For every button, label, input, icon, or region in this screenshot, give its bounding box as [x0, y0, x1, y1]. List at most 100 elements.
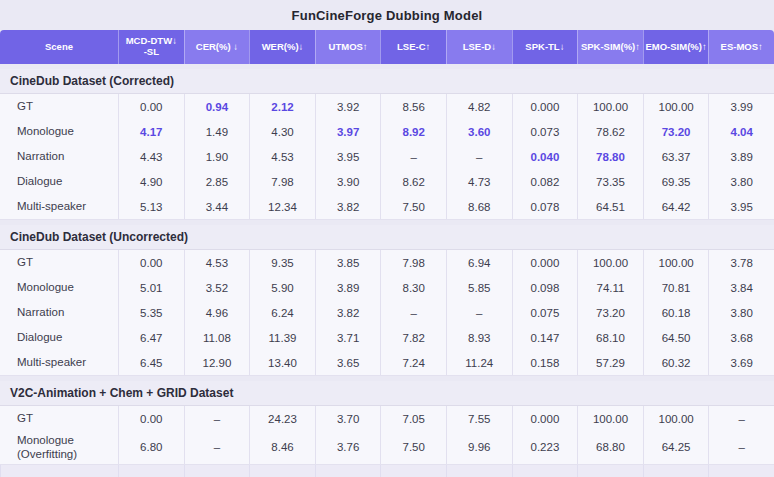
metric-cell-spk-sim: 74.11 — [577, 275, 643, 300]
metric-cell-mcd-dtw-sl: 0.00 — [118, 406, 184, 431]
metric-cell-mcd-dtw-sl: 4.43 — [118, 144, 184, 169]
metric-cell-spk-tl: 0.147 — [512, 325, 578, 350]
metric-cell-es-mos: 3.69 — [708, 350, 774, 375]
metric-cell-spk-tl: 0.082 — [512, 169, 578, 194]
metric-cell-es-mos: 3.68 — [708, 325, 774, 350]
table-row: Narration4.431.904.533.95––0.04078.8063.… — [0, 144, 774, 169]
metric-cell-lse-d: 5.85 — [446, 275, 512, 300]
metric-cell-spk-tl: 0.223 — [512, 431, 578, 464]
metric-cell-cer: 2.85 — [184, 169, 250, 194]
metric-cell-es-mos: – — [708, 406, 774, 431]
section-rows: GT0.000.942.123.928.564.820.000100.00100… — [0, 94, 774, 220]
metric-cell-spk-sim: 57.29 — [577, 350, 643, 375]
metric-cell-lse-c: 7.98 — [380, 250, 446, 275]
metric-cell-emo-sim: 69.35 — [643, 169, 709, 194]
metric-cell-spk-tl: 0.040 — [512, 144, 578, 169]
metric-cell-spk-tl: 0.000 — [512, 406, 578, 431]
metric-cell-cer: 1.90 — [184, 144, 250, 169]
metric-cell-utmos: 3.70 — [315, 406, 381, 431]
metric-cell-es-mos: 3.80 — [708, 169, 774, 194]
page-title: FunCineForge Dubbing Model — [0, 0, 774, 30]
column-header-wer: WER(%)↓ — [249, 30, 315, 64]
metric-cell-es-mos: 3.99 — [708, 94, 774, 119]
scene-cell: Multi-speaker — [0, 194, 118, 219]
metric-cell-utmos: 3.97 — [315, 119, 381, 144]
metric-cell-utmos: 3.82 — [315, 194, 381, 219]
column-header-lse-c: LSE-C↑ — [380, 30, 446, 64]
scene-cell: GT — [0, 406, 118, 431]
section-title: CineDub Dataset (Corrected) — [0, 69, 774, 94]
metric-cell-spk-sim: 64.51 — [577, 194, 643, 219]
metric-cell-spk-sim: 100.00 — [577, 406, 643, 431]
table-row: GT0.00–24.233.707.057.550.000100.00100.0… — [0, 406, 774, 431]
column-header-emo-sim: EMO-SIM(%)↑ — [643, 30, 709, 64]
metric-cell-wer: 2.12 — [249, 94, 315, 119]
scene-cell: Monologue — [0, 275, 118, 300]
filler-cell — [249, 465, 315, 477]
table-header-row: SceneMCD-DTW↓ -SLCER(%) ↓WER(%)↓UTMOS↑LS… — [0, 30, 774, 64]
metric-cell-lse-d: – — [446, 300, 512, 325]
metric-cell-spk-sim: 100.00 — [577, 94, 643, 119]
metric-cell-cer: – — [184, 431, 250, 464]
metric-cell-cer: 3.52 — [184, 275, 250, 300]
metric-cell-spk-tl: 0.073 — [512, 119, 578, 144]
filler-cell — [0, 465, 118, 477]
metric-cell-es-mos: 3.95 — [708, 194, 774, 219]
metric-cell-lse-d: 8.93 — [446, 325, 512, 350]
filler-cell — [512, 465, 578, 477]
metric-cell-cer: 4.53 — [184, 250, 250, 275]
metric-cell-mcd-dtw-sl: 0.00 — [118, 94, 184, 119]
metric-cell-lse-d: 7.55 — [446, 406, 512, 431]
metric-cell-lse-d: 8.68 — [446, 194, 512, 219]
scene-cell: GT — [0, 250, 118, 275]
metric-cell-es-mos: 3.78 — [708, 250, 774, 275]
metric-cell-mcd-dtw-sl: 0.00 — [118, 250, 184, 275]
metric-cell-utmos: 3.65 — [315, 350, 381, 375]
metric-cell-lse-c: 8.56 — [380, 94, 446, 119]
metric-cell-spk-sim: 73.20 — [577, 300, 643, 325]
metric-cell-cer: 12.90 — [184, 350, 250, 375]
metric-cell-wer: 6.24 — [249, 300, 315, 325]
metric-cell-lse-c: 8.92 — [380, 119, 446, 144]
metric-cell-mcd-dtw-sl: 5.35 — [118, 300, 184, 325]
metric-cell-wer: 8.46 — [249, 431, 315, 464]
metric-cell-utmos: 3.95 — [315, 144, 381, 169]
metric-cell-emo-sim: 100.00 — [643, 250, 709, 275]
metric-cell-emo-sim: 64.25 — [643, 431, 709, 464]
filler-cell — [380, 465, 446, 477]
metric-cell-lse-d: 11.24 — [446, 350, 512, 375]
metric-cell-wer: 24.23 — [249, 406, 315, 431]
metric-cell-cer: 4.96 — [184, 300, 250, 325]
table-row: Monologue (Overfitting)6.80–8.463.767.50… — [0, 431, 774, 465]
metric-cell-spk-sim: 73.35 — [577, 169, 643, 194]
metric-cell-mcd-dtw-sl: 4.90 — [118, 169, 184, 194]
metric-cell-utmos: 3.85 — [315, 250, 381, 275]
metric-cell-wer: 9.35 — [249, 250, 315, 275]
table-row: Monologue4.171.494.303.978.923.600.07378… — [0, 119, 774, 144]
column-header-scene: Scene — [0, 30, 118, 64]
column-header-mcd-dtw-sl: MCD-DTW↓ -SL — [118, 30, 184, 64]
metric-cell-emo-sim: 63.37 — [643, 144, 709, 169]
column-header-es-mos: ES-MOS↑ — [708, 30, 774, 64]
section-rows: GT0.00–24.233.707.057.550.000100.00100.0… — [0, 406, 774, 465]
metric-cell-lse-c: – — [380, 144, 446, 169]
metric-cell-emo-sim: 64.50 — [643, 325, 709, 350]
metric-cell-lse-d: 4.82 — [446, 94, 512, 119]
column-header-spk-tl: SPK-TL↓ — [512, 30, 578, 64]
metric-cell-cer: 3.44 — [184, 194, 250, 219]
scene-cell: Dialogue — [0, 325, 118, 350]
metric-cell-spk-tl: 0.098 — [512, 275, 578, 300]
filler-cell — [315, 465, 381, 477]
column-header-cer: CER(%) ↓ — [184, 30, 250, 64]
section-title: V2C-Animation + Chem + GRID Dataset — [0, 381, 774, 406]
table-body: CineDub Dataset (Corrected)GT0.000.942.1… — [0, 64, 774, 465]
dubbing-results-panel: FunCineForge Dubbing Model SceneMCD-DTW↓… — [0, 0, 774, 477]
metric-cell-lse-d: 3.60 — [446, 119, 512, 144]
scene-cell: Narration — [0, 144, 118, 169]
metric-cell-utmos: 3.90 — [315, 169, 381, 194]
table-row: GT0.000.942.123.928.564.820.000100.00100… — [0, 94, 774, 119]
metric-cell-spk-sim: 100.00 — [577, 250, 643, 275]
metric-cell-mcd-dtw-sl: 6.45 — [118, 350, 184, 375]
metric-cell-wer: 11.39 — [249, 325, 315, 350]
metric-cell-spk-tl: 0.075 — [512, 300, 578, 325]
